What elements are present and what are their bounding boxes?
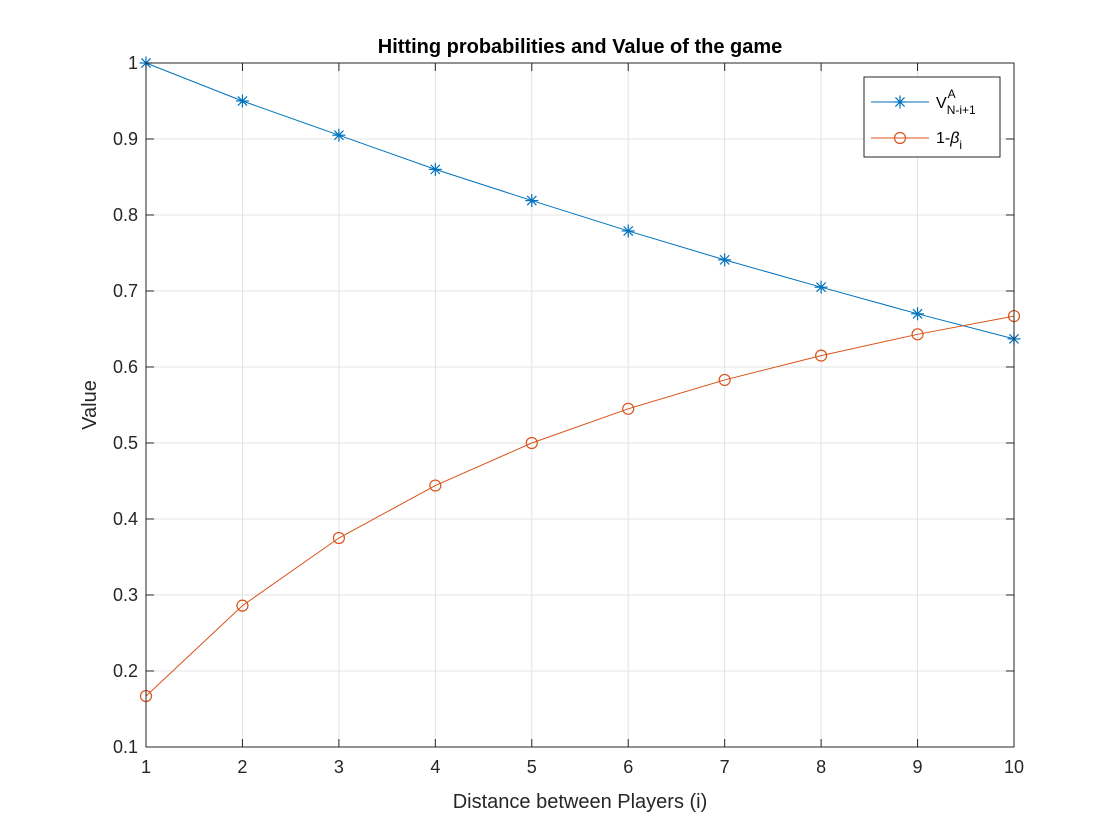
legend-label-series-1-main: V <box>936 95 947 112</box>
series-1-point-6 <box>621 224 635 238</box>
y-tick-label-0.2: 0.2 <box>113 661 138 681</box>
series-1-point-9 <box>911 307 925 321</box>
series-2-point-9 <box>911 328 924 341</box>
x-tick-label-6: 6 <box>623 757 633 777</box>
tick-layer: 1 2 3 4 5 6 7 8 9 10 0.1 0.2 0.3 0.4 0.5 0.6 0.7 0.8 0.9 1 <box>113 53 1024 777</box>
series-1-point-2 <box>235 94 249 108</box>
y-tick-label-0.8: 0.8 <box>113 205 138 225</box>
series-2-point-7 <box>718 373 731 387</box>
legend-label-series-1: VA N-i+1 <box>936 87 976 117</box>
legend-label-series-1-sup: A <box>948 87 956 101</box>
x-tick-label-10: 10 <box>1004 757 1024 777</box>
legend-label-series-1-sub: N-i+1 <box>947 103 976 117</box>
x-axis-label: Distance between Players (i) <box>453 791 708 813</box>
legend-label-series-2: 1-βi <box>936 130 962 152</box>
legend-circle-marker <box>893 131 907 145</box>
legend-asterisk-marker <box>893 95 907 109</box>
series-1-point-4 <box>428 162 442 176</box>
legend-label-series-2-main: 1- <box>936 130 950 147</box>
y-tick-label-1: 1 <box>128 53 138 73</box>
series-1-point-5 <box>525 194 539 208</box>
y-tick-label-0.5: 0.5 <box>113 433 138 453</box>
series-1-line <box>145 62 1015 340</box>
series-2-point-4 <box>429 479 442 492</box>
series-2-point-8 <box>815 349 828 362</box>
series-1-point-8 <box>814 280 828 294</box>
y-tick-label-0.1: 0.1 <box>113 737 138 757</box>
series-2-point-3 <box>332 531 345 545</box>
x-tick-label-2: 2 <box>237 757 247 777</box>
legend-box <box>863 76 1001 158</box>
series-1-point-3 <box>332 128 346 142</box>
y-tick-label-0.3: 0.3 <box>113 585 138 605</box>
y-tick-label-0.7: 0.7 <box>113 281 138 301</box>
y-tick-label-0.9: 0.9 <box>113 129 138 149</box>
legend-label-series-2-greek: β <box>949 130 959 147</box>
series-layer <box>139 56 1021 703</box>
legend: VA N-i+1 1-βi <box>863 76 1001 158</box>
x-tick-label-7: 7 <box>720 757 730 777</box>
x-tick-label-1: 1 <box>141 757 151 777</box>
x-tick-label-8: 8 <box>816 757 826 777</box>
x-tick-label-4: 4 <box>430 757 440 777</box>
x-tick-label-9: 9 <box>913 757 923 777</box>
series-2-point-6 <box>622 402 635 415</box>
plot-frame <box>145 62 1015 748</box>
y-axis-label: Value <box>79 380 101 430</box>
plot-area <box>146 63 1014 747</box>
series-2-point-5 <box>525 436 538 450</box>
legend-label-series-2-sub: i <box>959 138 962 152</box>
series-2-line <box>145 315 1015 697</box>
x-tick-label-5: 5 <box>527 757 537 777</box>
series-1-point-7 <box>718 253 732 267</box>
y-tick-label-0.6: 0.6 <box>113 357 138 377</box>
chart-title: Hitting probabilities and Value of the g… <box>378 36 783 58</box>
legend-marker-series-2 <box>893 131 907 145</box>
y-tick-label-0.4: 0.4 <box>113 509 138 529</box>
series-2-point-2 <box>236 599 249 612</box>
x-tick-label-3: 3 <box>334 757 344 777</box>
legend-marker-series-1 <box>893 95 907 109</box>
